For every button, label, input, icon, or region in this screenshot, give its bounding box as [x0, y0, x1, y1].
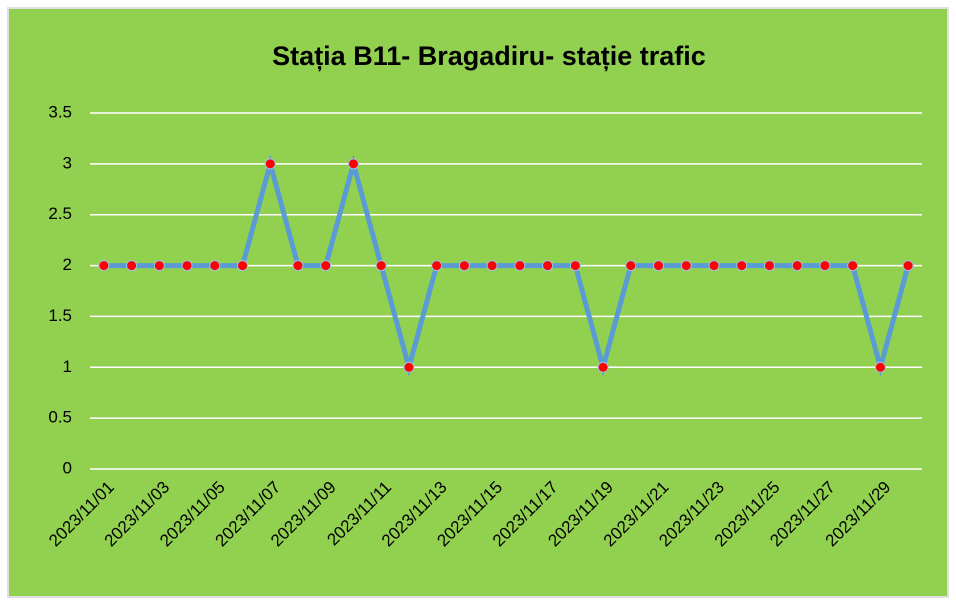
data-point [791, 260, 803, 272]
data-point [264, 158, 276, 170]
data-point [403, 361, 415, 373]
data-point [708, 260, 720, 272]
data-point [874, 361, 886, 373]
data-point [375, 260, 387, 272]
data-point [181, 260, 193, 272]
data-point [902, 260, 914, 272]
data-point [847, 260, 859, 272]
y-tick-label: 3 [63, 153, 72, 172]
y-tick-label: 1.5 [48, 306, 72, 325]
data-point [819, 260, 831, 272]
data-point [458, 260, 470, 272]
data-point [486, 260, 498, 272]
y-tick-label: 0.5 [48, 408, 72, 427]
chart-title: Stația B11- Bragadiru- stație trafic [272, 41, 706, 71]
data-point [126, 260, 138, 272]
data-point [98, 260, 110, 272]
data-point [237, 260, 249, 272]
data-point [653, 260, 665, 272]
data-point [431, 260, 443, 272]
y-tick-label: 1 [63, 357, 72, 376]
y-tick-label: 2.5 [48, 204, 72, 223]
y-tick-label: 0 [63, 458, 72, 477]
data-point [680, 260, 692, 272]
data-point [320, 260, 332, 272]
data-point [347, 158, 359, 170]
data-point [625, 260, 637, 272]
data-point [292, 260, 304, 272]
data-point [514, 260, 526, 272]
data-point [569, 260, 581, 272]
y-tick-label: 3.5 [48, 102, 72, 121]
data-point [153, 260, 165, 272]
data-point [736, 260, 748, 272]
y-tick-label: 2 [63, 255, 72, 274]
data-point [597, 361, 609, 373]
chart-background [7, 7, 949, 598]
data-point [763, 260, 775, 272]
data-point [542, 260, 554, 272]
data-point [209, 260, 221, 272]
